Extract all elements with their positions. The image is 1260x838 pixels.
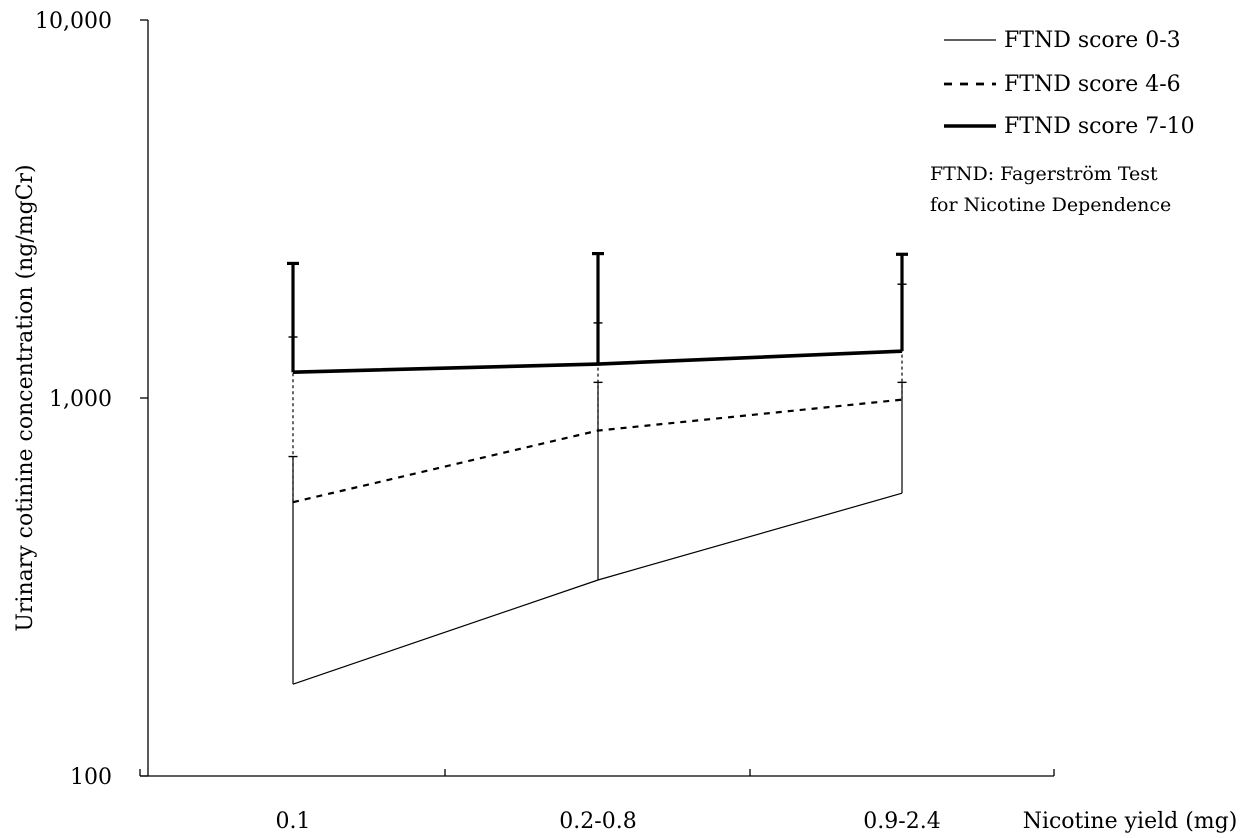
x-tick-label: 0.9-2.4 xyxy=(863,809,940,834)
x-ticks: 0.1 0.2-0.8 0.9-2.4 xyxy=(139,769,1055,834)
annotation-line-1: FTND: Fagerström Test xyxy=(930,163,1158,185)
series-3 xyxy=(287,251,908,375)
series-line xyxy=(292,398,903,504)
legend-label: FTND score 7-10 xyxy=(1004,114,1195,139)
legend-label: FTND score 4-6 xyxy=(1004,72,1181,97)
series-line xyxy=(292,349,903,375)
legend-label: FTND score 0-3 xyxy=(1004,28,1181,53)
annotation-line-2: for Nicotine Dependence xyxy=(930,194,1171,216)
y-tick-label: 10,000 xyxy=(35,9,112,34)
y-axis: 100 1,000 10,000 Urinary cotinine concentr… xyxy=(13,9,149,790)
x-axis-label: Nicotine yield (mg) xyxy=(1023,809,1238,834)
y-tick-label: 1,000 xyxy=(49,387,112,412)
y-tick-label: 100 xyxy=(70,765,112,790)
y-ticks: 100 1,000 10,000 xyxy=(35,9,148,790)
x-axis: 0.1 0.2-0.8 0.9-2.4 Nicotine yield (mg) xyxy=(139,769,1238,834)
series-line xyxy=(292,492,903,685)
plot-area xyxy=(287,251,908,685)
y-axis-label: Urinary cotinine concentration (ng/mgCr) xyxy=(13,164,38,631)
x-tick-label: 0.1 xyxy=(276,809,311,834)
x-tick-label: 0.2-0.8 xyxy=(559,809,636,834)
legend: FTND score 0-3 FTND score 4-6 FTND score 7… xyxy=(944,28,1195,139)
annotation-note: FTND: Fagerström Test for Nicotine Depen… xyxy=(930,163,1171,216)
